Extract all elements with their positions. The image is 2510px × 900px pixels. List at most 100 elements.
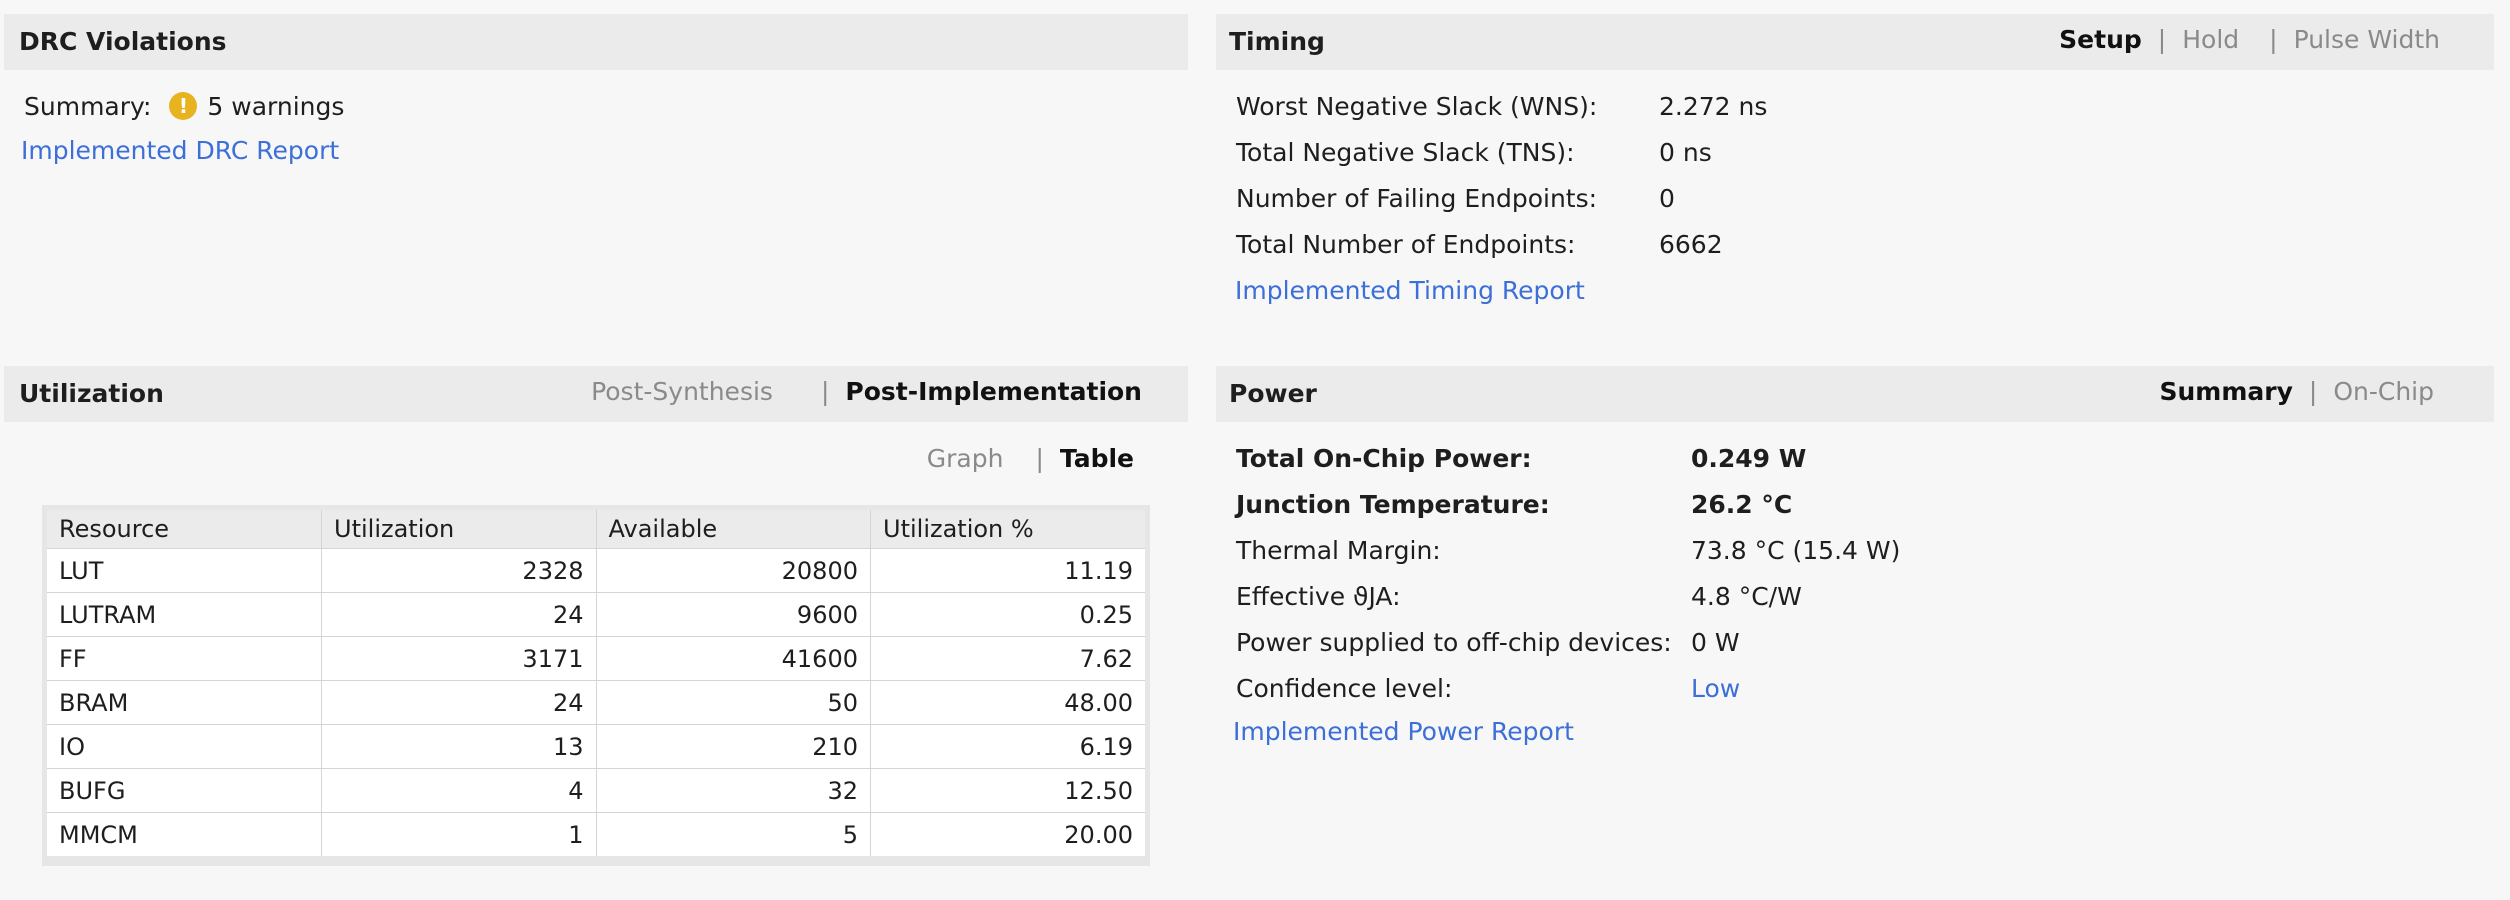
utilization-percent-cell: 0.25 (870, 592, 1145, 637)
tab-pulse-width[interactable]: Pulse Width (2293, 24, 2440, 54)
timing-total-endpoints-label: Total Number of Endpoints: (1236, 230, 1576, 259)
table-row: BRAM 24 50 48.00 (47, 680, 1145, 725)
power-confidence-label: Confidence level: (1236, 674, 1453, 703)
table-row: IO 13 210 6.19 (47, 724, 1145, 769)
available-cell: 20800 (596, 548, 871, 593)
resource-cell: MMCM (47, 812, 322, 856)
available-cell: 41600 (596, 636, 871, 681)
tab-hold[interactable]: Hold (2182, 24, 2240, 54)
power-total-value: 0.249 W (1691, 444, 1807, 473)
drc-report-link[interactable]: Implemented DRC Report (21, 136, 340, 165)
timing-tns-value: 0 ns (1659, 138, 1712, 167)
tab-setup[interactable]: Setup (2059, 24, 2142, 54)
timing-failing-endpoints-label: Number of Failing Endpoints: (1236, 184, 1598, 213)
tab-summary[interactable]: Summary (2159, 376, 2293, 406)
drc-panel-header: DRC Violations (4, 14, 1188, 70)
tab-post-synthesis[interactable]: Post-Synthesis (591, 376, 773, 406)
available-cell: 9600 (596, 592, 871, 637)
timing-panel-title: Timing (1229, 27, 1325, 56)
utilization-percent-cell: 12.50 (870, 768, 1145, 813)
drc-violations-panel: DRC Violations Summary:! 5 warnings Imple… (4, 14, 1188, 354)
resource-cell: BRAM (47, 680, 322, 725)
resource-cell: BUFG (47, 768, 322, 813)
timing-panel: Timing Setup | Hold | Pulse Width Worst … (1216, 14, 2494, 354)
timing-tns-label: Total Negative Slack (TNS): (1236, 138, 1575, 167)
utilization-panel-title: Utilization (19, 379, 164, 408)
utilization-cell: 24 (321, 592, 597, 637)
available-cell: 5 (596, 812, 871, 856)
tab-separator: | (2269, 24, 2278, 54)
utilization-percent-cell: 11.19 (870, 548, 1145, 593)
tab-on-chip[interactable]: On-Chip (2333, 376, 2434, 406)
utilization-tabs: Post-Synthesis | Post-Implementation (591, 363, 1142, 419)
table-row: LUT 2328 20800 11.19 (47, 548, 1145, 593)
resource-cell: FF (47, 636, 322, 681)
power-offchip-value: 0 W (1691, 628, 1740, 657)
utilization-view-tabs: Graph | Table (927, 436, 1134, 480)
tab-post-implementation[interactable]: Post-Implementation (845, 376, 1142, 406)
timing-report-link[interactable]: Implemented Timing Report (1235, 276, 1585, 305)
timing-panel-header: Timing Setup | Hold | Pulse Width (1216, 14, 2494, 70)
utilization-percent-cell: 7.62 (870, 636, 1145, 681)
utilization-cell: 4 (321, 768, 597, 813)
utilization-cell: 24 (321, 680, 597, 725)
power-total-label: Total On-Chip Power: (1236, 444, 1532, 473)
column-header-resource[interactable]: Resource (47, 510, 322, 549)
table-row: FF 3171 41600 7.62 (47, 636, 1145, 681)
utilization-cell: 2328 (321, 548, 597, 593)
available-cell: 32 (596, 768, 871, 813)
timing-wns-label: Worst Negative Slack (WNS): (1236, 92, 1598, 121)
drc-summary-label: Summary: (24, 92, 152, 121)
power-panel-header: Power Summary | On-Chip (1216, 366, 2494, 422)
timing-failing-endpoints-value: 0 (1659, 184, 1675, 213)
utilization-cell: 1 (321, 812, 597, 856)
column-header-available[interactable]: Available (596, 510, 871, 549)
utilization-cell: 13 (321, 724, 597, 769)
resource-cell: LUTRAM (47, 592, 322, 637)
resource-cell: LUT (47, 548, 322, 593)
power-report-link[interactable]: Implemented Power Report (1233, 717, 1574, 746)
power-confidence-link[interactable]: Low (1691, 674, 1741, 703)
power-thermal-margin-value: 73.8 °C (15.4 W) (1691, 536, 1901, 565)
table-row: BUFG 4 32 12.50 (47, 768, 1145, 813)
utilization-cell: 3171 (321, 636, 597, 681)
utilization-percent-cell: 6.19 (870, 724, 1145, 769)
tab-table[interactable]: Table (1059, 443, 1134, 473)
power-junction-temp-value: 26.2 °C (1691, 490, 1793, 519)
table-row: MMCM 1 5 20.00 (47, 812, 1145, 856)
power-offchip-label: Power supplied to off-chip devices: (1236, 628, 1672, 657)
drc-warning-count[interactable]: 5 warnings (207, 92, 345, 121)
tab-separator: | (2308, 376, 2318, 406)
power-tabs: Summary | On-Chip (2159, 363, 2434, 419)
utilization-percent-cell: 20.00 (870, 812, 1145, 856)
table-row: LUTRAM 24 9600 0.25 (47, 592, 1145, 637)
drc-summary-row: Summary:! 5 warnings (24, 92, 344, 121)
utilization-table-container: Resource Utilization Available Utilizati… (42, 505, 1150, 866)
available-cell: 50 (596, 680, 871, 725)
drc-report-row: Implemented DRC Report (21, 136, 339, 165)
tab-separator: | (1035, 443, 1044, 473)
power-junction-temp-label: Junction Temperature: (1236, 490, 1550, 519)
tab-graph[interactable]: Graph (926, 443, 1004, 473)
tab-separator: | (820, 376, 830, 406)
tab-separator: | (2157, 24, 2167, 54)
timing-total-endpoints-value: 6662 (1659, 230, 1723, 259)
table-header-row: Resource Utilization Available Utilizati… (47, 510, 1145, 549)
utilization-panel-header: Utilization Post-Synthesis | Post-Implem… (4, 366, 1188, 422)
timing-tabs: Setup | Hold | Pulse Width (2059, 11, 2440, 67)
power-thermal-margin-label: Thermal Margin: (1236, 536, 1441, 565)
power-panel: Power Summary | On-Chip Total On-Chip Po… (1216, 366, 2494, 886)
resource-cell: IO (47, 724, 322, 769)
power-panel-title: Power (1229, 379, 1317, 408)
utilization-panel: Utilization Post-Synthesis | Post-Implem… (4, 366, 1188, 886)
utilization-percent-cell: 48.00 (870, 680, 1145, 725)
timing-wns-value: 2.272 ns (1659, 92, 1768, 121)
drc-panel-title: DRC Violations (19, 27, 227, 56)
available-cell: 210 (596, 724, 871, 769)
warning-icon: ! (169, 92, 198, 120)
power-theta-ja-value: 4.8 °C/W (1691, 582, 1802, 611)
power-theta-ja-label: Effective ϑJA: (1236, 582, 1401, 611)
column-header-utilization-percent[interactable]: Utilization % (870, 510, 1145, 549)
column-header-utilization[interactable]: Utilization (321, 510, 597, 549)
